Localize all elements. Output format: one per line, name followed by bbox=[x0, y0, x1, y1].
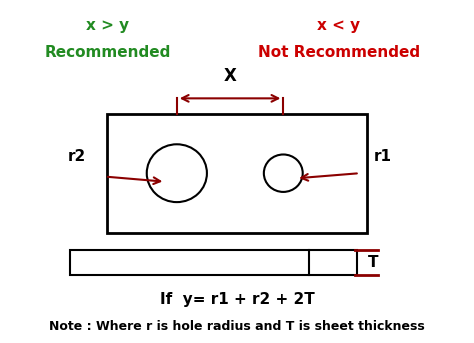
Text: Recommended: Recommended bbox=[44, 45, 171, 60]
Ellipse shape bbox=[147, 144, 207, 202]
Text: x < y: x < y bbox=[317, 18, 360, 33]
Text: r1: r1 bbox=[374, 149, 392, 164]
Bar bbox=[70, 250, 357, 275]
Bar bbox=[108, 114, 366, 233]
Ellipse shape bbox=[264, 154, 303, 192]
Text: If  y= r1 + r2 + 2T: If y= r1 + r2 + 2T bbox=[160, 292, 314, 307]
Text: X: X bbox=[224, 68, 237, 85]
Text: Note : Where r is hole radius and T is sheet thickness: Note : Where r is hole radius and T is s… bbox=[49, 320, 425, 333]
Text: Not Recommended: Not Recommended bbox=[258, 45, 420, 60]
Text: T: T bbox=[368, 255, 379, 270]
Text: x > y: x > y bbox=[86, 18, 129, 33]
Text: r2: r2 bbox=[68, 149, 86, 164]
